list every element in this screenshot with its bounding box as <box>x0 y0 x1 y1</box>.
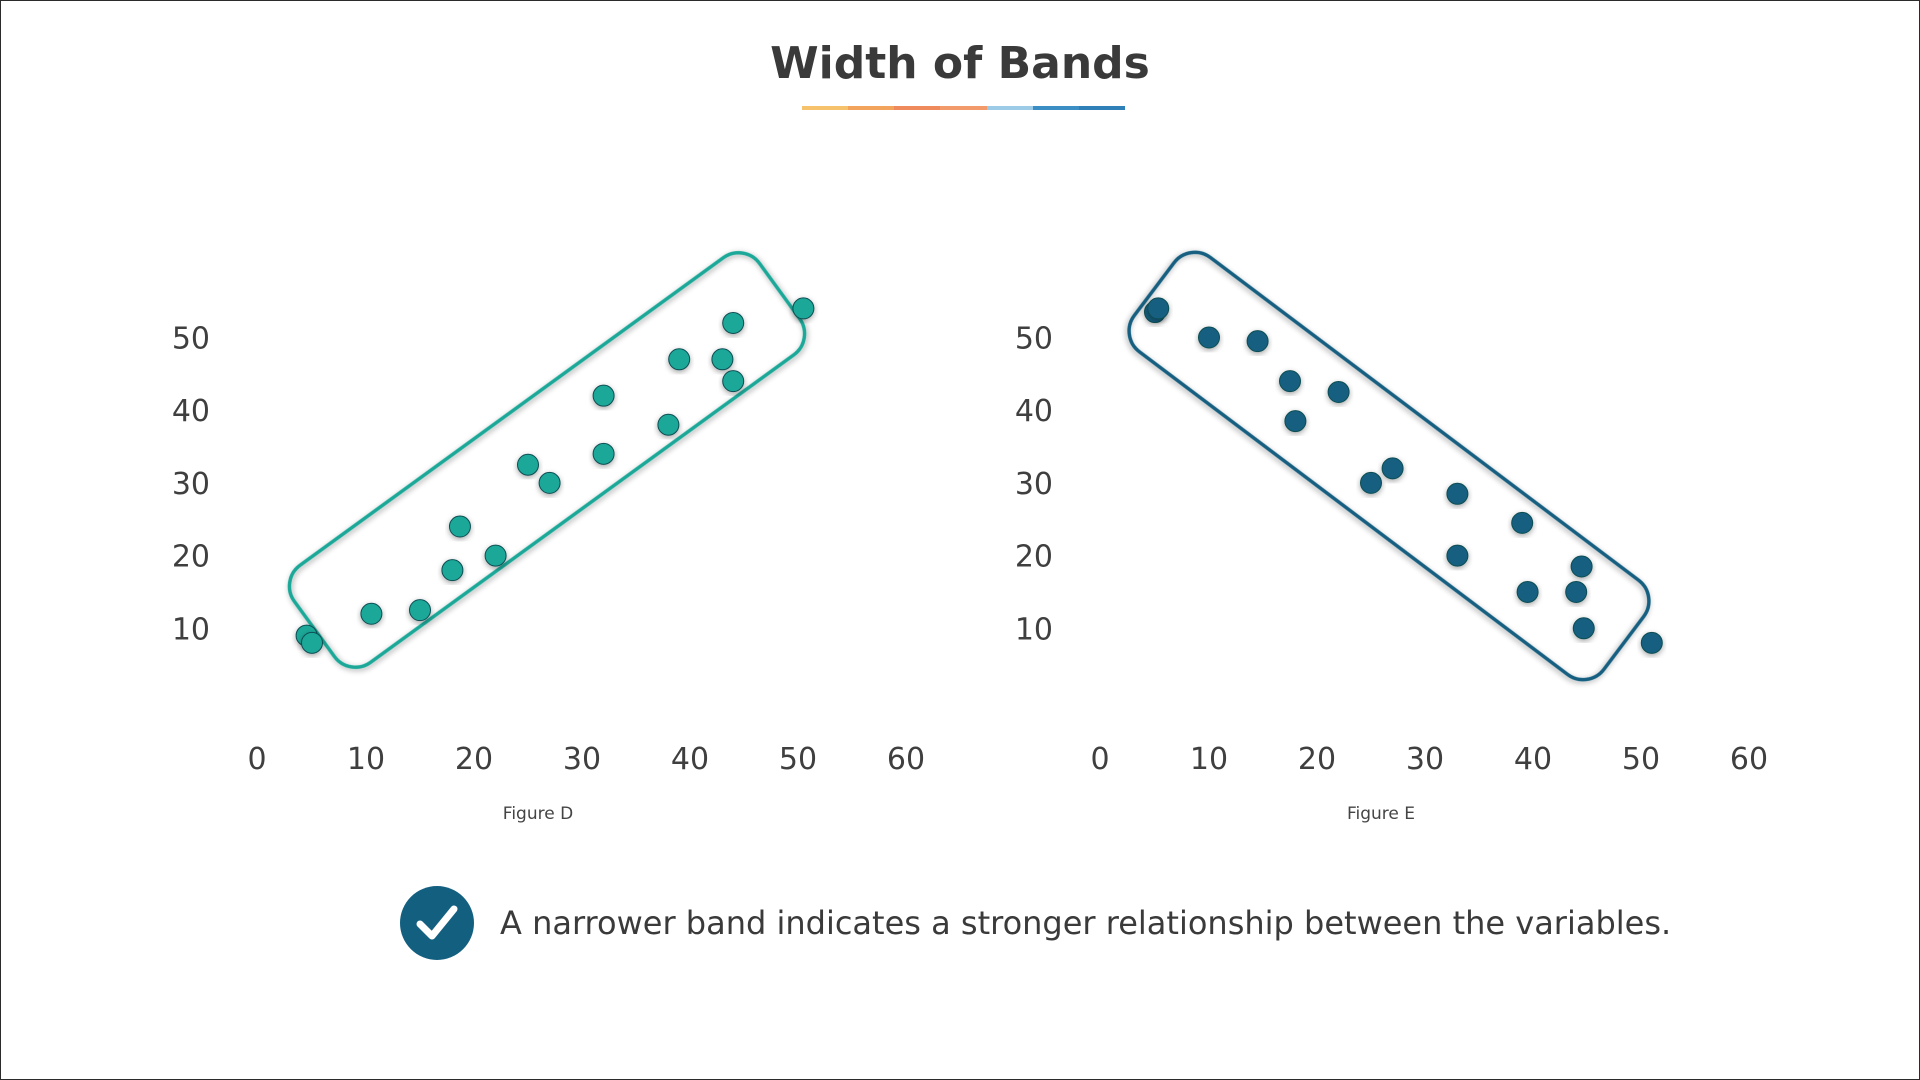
data-point <box>658 414 679 435</box>
data-point <box>593 443 614 464</box>
x-tick-label: 50 <box>1622 742 1660 777</box>
x-tick-label: 40 <box>1514 742 1552 777</box>
figure-d-chart: 10 20 30 40 50 0 10 20 30 40 50 60 Figure D <box>172 242 925 824</box>
checkmark-icon <box>400 886 474 960</box>
x-tick-label: 0 <box>247 742 266 777</box>
y-tick-label: 10 <box>1015 612 1053 647</box>
figure-caption: Figure D <box>503 804 573 824</box>
y-tick-label: 40 <box>1015 394 1053 429</box>
x-tick-label: 60 <box>1730 742 1768 777</box>
y-tick-label: 10 <box>172 612 210 647</box>
data-point <box>302 632 323 653</box>
figure-caption: Figure E <box>1347 804 1415 824</box>
correlation-band <box>279 242 815 677</box>
y-tick-label: 20 <box>172 540 210 575</box>
y-tick-label: 20 <box>1015 540 1053 575</box>
data-point <box>410 600 431 621</box>
data-point <box>593 385 614 406</box>
data-point <box>1328 382 1349 403</box>
data-point <box>539 472 560 493</box>
data-point <box>712 349 733 370</box>
x-tick-label: 30 <box>1406 742 1444 777</box>
x-tick-label: 30 <box>563 742 601 777</box>
data-point <box>1447 545 1468 566</box>
x-tick-label: 60 <box>887 742 925 777</box>
y-tick-label: 30 <box>172 467 210 502</box>
y-tick-label: 50 <box>1015 322 1053 357</box>
data-point <box>442 560 463 581</box>
data-point <box>669 349 690 370</box>
data-point <box>1361 472 1382 493</box>
x-tick-label: 10 <box>1190 742 1228 777</box>
data-point <box>1566 581 1587 602</box>
data-point <box>1199 327 1220 348</box>
figure-e-chart: 10 20 30 40 50 0 10 20 30 40 50 60 Figure E <box>1015 242 1768 824</box>
x-tick-label: 0 <box>1090 742 1109 777</box>
data-point <box>518 454 539 475</box>
y-tick-label: 40 <box>172 394 210 429</box>
y-tick-label: 30 <box>1015 467 1053 502</box>
takeaway-note: A narrower band indicates a stronger rel… <box>400 885 1671 961</box>
data-point <box>361 603 382 624</box>
x-tick-label: 10 <box>347 742 385 777</box>
data-point <box>1382 458 1403 479</box>
x-tick-label: 40 <box>671 742 709 777</box>
data-point <box>723 312 744 333</box>
takeaway-text: A narrower band indicates a stronger rel… <box>500 904 1671 942</box>
data-point <box>1247 331 1268 352</box>
y-tick-label: 50 <box>172 322 210 357</box>
data-point <box>1573 618 1594 639</box>
data-point <box>485 545 506 566</box>
data-point <box>1447 483 1468 504</box>
data-point <box>1571 556 1592 577</box>
data-point <box>793 298 814 319</box>
x-tick-label: 20 <box>1298 742 1336 777</box>
data-point <box>1148 298 1169 319</box>
data-point <box>1641 632 1662 653</box>
x-tick-label: 50 <box>779 742 817 777</box>
data-point <box>449 516 470 537</box>
data-point <box>723 371 744 392</box>
data-point <box>1512 512 1533 533</box>
data-point <box>1280 371 1301 392</box>
data-point <box>1285 411 1306 432</box>
data-point <box>1517 581 1538 602</box>
x-tick-label: 20 <box>455 742 493 777</box>
